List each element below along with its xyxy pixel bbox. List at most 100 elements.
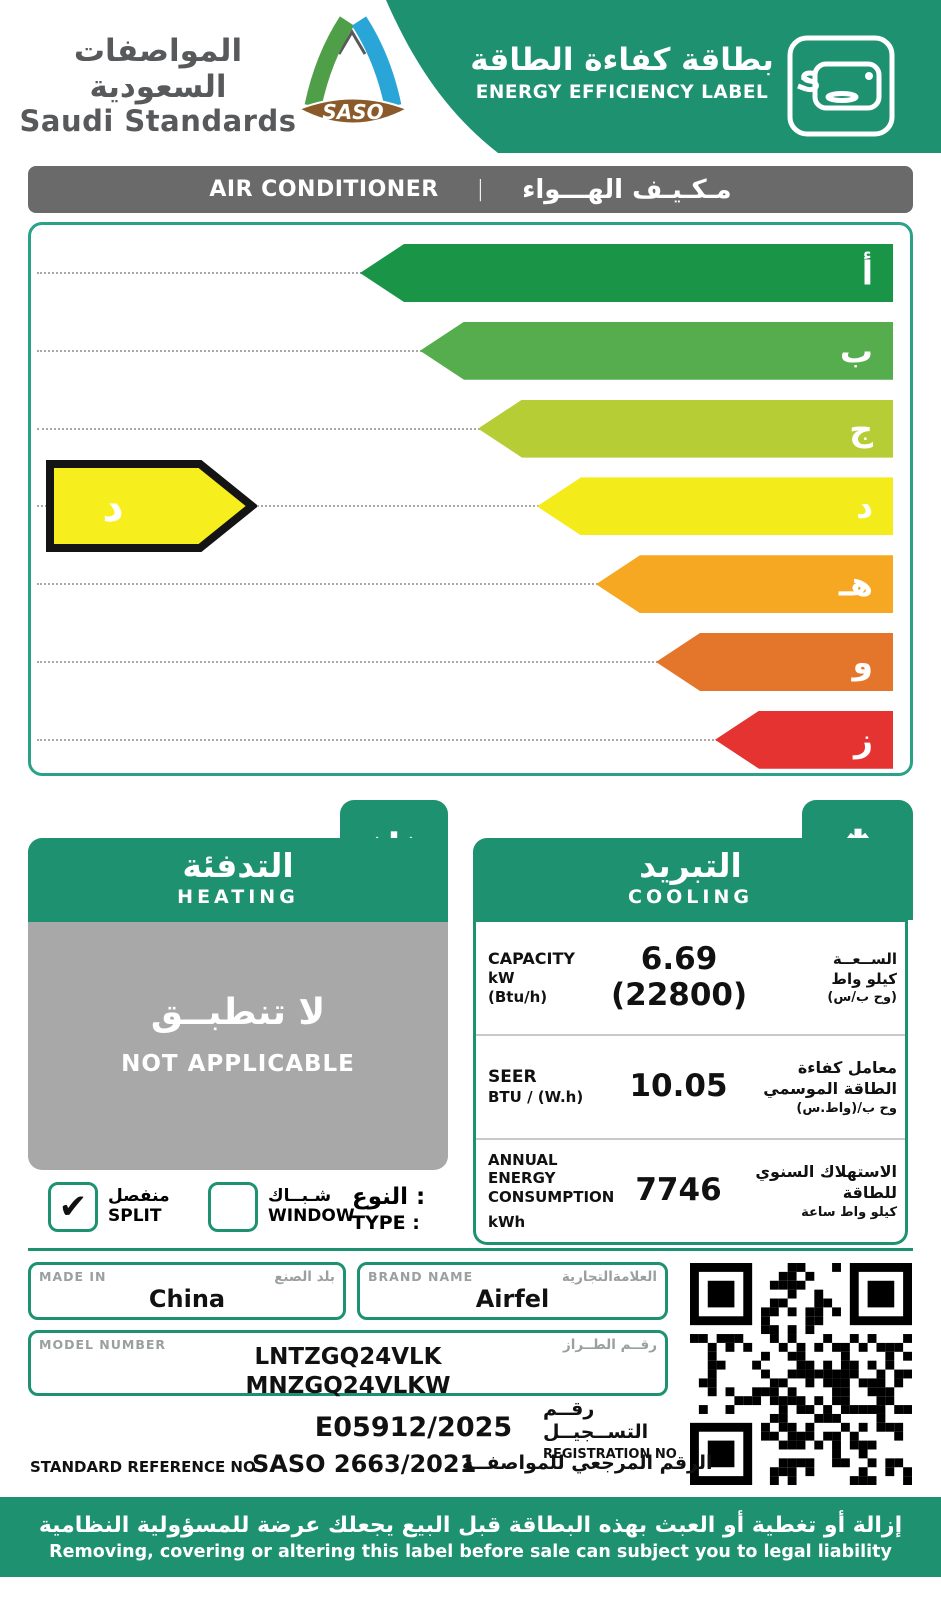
type-label-arabic: النوع : (352, 1184, 426, 1210)
heating-header: التدفئة HEATING (28, 838, 448, 922)
grade-guide-dotted-line (37, 272, 370, 274)
rating-scale-chart: أ ب ج د هـ و ز (28, 222, 913, 776)
product-name-arabic: مـكـيـف الهـــواء (522, 174, 732, 205)
split-checkbox[interactable]: ✔ (48, 1182, 98, 1232)
seer-label-ar: معامل كفاءة الطاقة الموسمي (763, 1057, 897, 1099)
capacity-unit-ar: كيلو واط (831, 970, 897, 989)
model-value-line1: LNTZGQ24VLK (254, 1344, 442, 1370)
window-label-english: WINDOW (268, 1206, 355, 1226)
brand-label-en: BRAND NAME (368, 1269, 474, 1284)
saso-logo-text: SASO (322, 100, 383, 124)
saso-logo: SASO (296, 16, 410, 125)
registration-label-ar: رقــم التســجيــل (543, 1398, 649, 1443)
capacity-value-btu: (22800) (610, 977, 748, 1013)
rating-bar-letter: د (856, 486, 873, 526)
window-label-arabic: شـبــاك (268, 1186, 332, 1207)
made-in-label-ar: بلد الصنع (274, 1269, 335, 1285)
seer-label-en: SEER (488, 1067, 537, 1087)
model-number-box: MODEL NUMBER رقــم الطــراز LNTZGQ24VLK … (28, 1330, 668, 1399)
heating-status-english: NOT APPLICABLE (121, 1051, 355, 1077)
cooling-row-capacity: CAPACITY kW (Btu/h) 6.69 (22800) الســعـ… (476, 922, 905, 1034)
annual-value: 7746 (635, 1172, 722, 1209)
model-label-ar: رقــم الطــراز (563, 1337, 657, 1353)
window-checkbox[interactable] (208, 1182, 258, 1232)
made-in-value: China (148, 1285, 226, 1313)
grade-guide-dotted-line (37, 349, 430, 352)
org-name: المواصفات السعودية Saudi Standards (18, 33, 298, 139)
rating-bar-letter: ج (849, 409, 873, 449)
grade-guide-dotted-line (37, 505, 547, 508)
section-divider (28, 1248, 913, 1251)
product-separator: | (476, 177, 485, 202)
product-name-english: AIR CONDITIONER (209, 177, 439, 202)
product-bar: AIR CONDITIONER | مـكـيـف الهـــواء (28, 166, 913, 213)
rating-bar-4: د (537, 477, 893, 536)
made-in-box: MADE IN بلد الصنع China (28, 1262, 346, 1320)
grade-guide-dotted-line (37, 661, 666, 663)
made-in-label-en: MADE IN (39, 1269, 107, 1284)
capacity-value-kw: 6.69 (640, 941, 718, 978)
rating-bar-letter: ز (854, 720, 873, 760)
capacity-label-en: CAPACITY (488, 949, 575, 969)
model-value-line2: MNZGQ24VLKW (245, 1372, 451, 1399)
standard-ref-value: SASO 2663/2021 (252, 1450, 477, 1478)
type-row: ✔ منفصل SPLIT شـبــاك WINDOW النوع : TYP… (28, 1180, 458, 1240)
capacity-unit-kw: kW (488, 969, 515, 988)
standard-ref-label-ar: الرقم المرجعي للمواصفــة (462, 1452, 713, 1474)
capacity-label-ar: الســعــة (832, 949, 897, 968)
cooling-header: التبريد COOLING (473, 838, 908, 922)
legal-warning-bar: إزالة أو تغطية أو العبث بهذه البطاقة قبل… (0, 1497, 941, 1577)
grade-guide-dotted-line (37, 583, 606, 586)
rating-bar-7: ز (715, 710, 893, 769)
legal-warning-english: Removing, covering or altering this labe… (49, 1541, 892, 1562)
brand-name-box: BRAND NAME العلامةالتجارية Airfel (357, 1262, 668, 1320)
cooling-title-english: COOLING (628, 886, 753, 909)
qr-code (690, 1263, 912, 1485)
registration-label-en: REGISTRATION NO (543, 1446, 677, 1462)
type-label: النوع : TYPE : (352, 1184, 425, 1234)
annual-label-en1: ANNUAL ENERGY (488, 1150, 558, 1188)
annual-label-ar1: الاستهلاك السنوي (755, 1161, 897, 1181)
rating-bar-letter: هـ (838, 564, 873, 604)
seer-unit-en: BTU / (W.h) (488, 1088, 584, 1107)
cooling-row-annual: ANNUAL ENERGY CONSUMPTION kWh 7746 الاست… (476, 1138, 905, 1242)
annual-unit-ar: كيلو واط ساعة (801, 1204, 897, 1220)
selected-grade-letter: د (102, 482, 124, 531)
rating-bar-3: ج (478, 399, 893, 458)
cooling-title-arabic: التبريد (639, 846, 742, 885)
rating-bar-1: أ (360, 244, 893, 302)
org-name-english: Saudi Standards (19, 104, 297, 139)
annual-label-ar2: للطاقة (842, 1183, 897, 1203)
standard-ref-label-en: STANDARD REFERENCE NO (30, 1458, 256, 1476)
grade-guide-dotted-line (37, 427, 488, 430)
rating-bar-5: هـ (596, 555, 893, 614)
registration-value: E05912/2025 (314, 1412, 513, 1443)
type-label-english: TYPE : (352, 1211, 420, 1234)
label-title-english: ENERGY EFFICIENCY LABEL (475, 82, 769, 103)
model-label-en: MODEL NUMBER (39, 1337, 167, 1352)
rating-bar-2: ب (420, 321, 893, 380)
registration-label: رقــم التســجيــل REGISTRATION NO (543, 1398, 683, 1462)
org-name-arabic: المواصفات السعودية (73, 33, 243, 105)
seer-unit-ar: وح ب/(واط.س) (796, 1100, 897, 1116)
rating-bar-letter: أ (861, 253, 873, 293)
capacity-unit2-ar: (وح ب/س) (827, 990, 897, 1006)
grade-guide-dotted-line (37, 738, 725, 741)
heating-title-english: HEATING (177, 886, 299, 909)
heating-body: لا تنطبــق NOT APPLICABLE (28, 922, 448, 1170)
seer-value: 10.05 (629, 1068, 728, 1105)
cooling-row-seer: SEER BTU / (W.h) 10.05 معامل كفاءة الطاق… (476, 1034, 905, 1138)
label-title: بطاقة كفاءة الطاقة ENERGY EFFICIENCY LAB… (462, 42, 782, 103)
air-conditioner-icon (787, 35, 895, 137)
rating-bar-6: و (656, 633, 893, 691)
brand-value: Airfel (475, 1285, 550, 1313)
cooling-body: CAPACITY kW (Btu/h) 6.69 (22800) الســعـ… (473, 922, 908, 1245)
rating-bar-letter: ب (839, 331, 873, 371)
brand-label-ar: العلامةالتجارية (561, 1269, 657, 1285)
type-option-split: ✔ منفصل SPLIT (48, 1182, 170, 1232)
label-title-arabic: بطاقة كفاءة الطاقة (470, 42, 774, 78)
heating-title-arabic: التدفئة (182, 846, 294, 885)
selected-grade-indicator: د (46, 460, 257, 552)
legal-warning-arabic: إزالة أو تغطية أو العبث بهذه البطاقة قبل… (38, 1512, 903, 1538)
